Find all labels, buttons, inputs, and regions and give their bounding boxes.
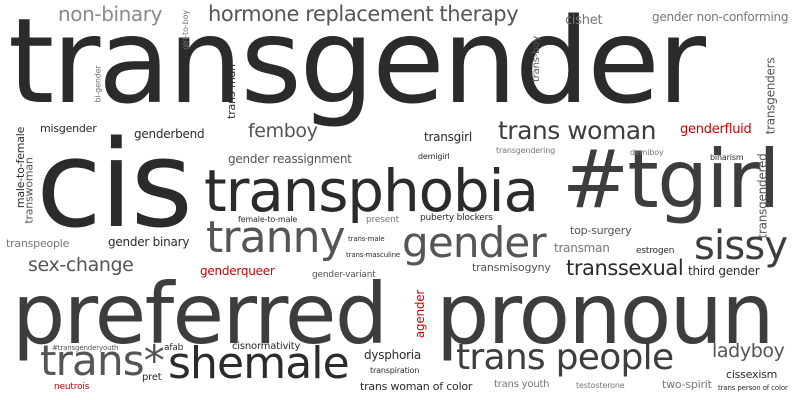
word-trans-male: trans-male: [348, 235, 385, 243]
word-trans-people: trans people: [456, 337, 674, 378]
word-gender-reassignment: gender reassignment: [228, 152, 352, 166]
word-trans-woman-of-color: trans woman of color: [360, 380, 473, 393]
word-girl-to-boy: girl-to-boy: [180, 10, 190, 50]
word-demiboy: demiboy: [630, 148, 664, 157]
word-trans-person-of-color: trans person of color: [718, 384, 788, 392]
word-sex-change: sex-change: [28, 254, 134, 276]
word-puberty-blockers: puberty blockers: [420, 213, 493, 223]
word-pret: pret: [142, 372, 162, 383]
word-tgirl: #tgirl: [562, 133, 781, 226]
word-transgendered: transgendered: [755, 153, 770, 239]
word-hormone-replacement-therapy: hormone replacement therapy: [208, 2, 519, 26]
word-trans-woman: trans woman: [498, 116, 656, 145]
word-gender-variant: gender-variant: [312, 270, 376, 280]
word-cisnormativity: cisnormativity: [232, 341, 301, 352]
word-testosterone: testosterone: [576, 381, 625, 390]
word-neutrois: neutrois: [54, 382, 90, 392]
word-gender-non-conforming: gender non-conforming: [652, 10, 789, 24]
word-cis: cis: [36, 116, 193, 255]
word-transgenders: transgenders: [763, 57, 778, 135]
word-trans-boy: trans-boy: [530, 36, 542, 82]
word-trans-masculine: trans-masculine: [346, 251, 401, 259]
word-trans-man: trans-man: [224, 64, 238, 119]
word-preferred: preferred: [12, 265, 388, 363]
word-dysphoria: dysphoria: [364, 348, 421, 362]
word-gender: gender: [402, 218, 547, 267]
word-afab: afab: [164, 343, 184, 353]
word-female-to-male: female-to-male: [238, 215, 298, 224]
word-demigirl: demigirl: [418, 152, 450, 161]
word-trans-star: trans*: [40, 336, 165, 385]
word-top-surgery: top-surgery: [570, 224, 632, 237]
word-binarism: binarism: [710, 153, 744, 162]
word-estrogen: estrogen: [636, 246, 675, 256]
word-transphobia: transphobia: [204, 157, 539, 225]
word-genderqueer: genderqueer: [200, 264, 275, 278]
word-transmisogyny: transmisogyny: [472, 261, 551, 274]
word-transpeople: transpeople: [6, 237, 70, 250]
word-genderbend: genderbend: [134, 127, 205, 141]
word-agender: agender: [413, 289, 428, 339]
word-sissy: sissy: [694, 223, 788, 269]
word-transgendering: transgendering: [496, 146, 556, 155]
word-ladyboy: ladyboy: [712, 340, 785, 362]
word-tranny: tranny: [206, 212, 346, 263]
word-misgender: misgender: [40, 122, 97, 135]
word-shemale: shemale: [168, 338, 350, 389]
word-transman: transman: [554, 241, 610, 255]
word-transsexual: transsexual: [566, 256, 684, 280]
word-trans-youth: trans youth: [494, 379, 550, 390]
word-transgenderyouth: #transgenderyouth: [52, 344, 119, 352]
word-non-binary: non-binary: [58, 2, 163, 26]
word-transpiration: transpiration: [370, 366, 420, 375]
word-genderfluid: genderfluid: [680, 122, 752, 137]
word-transgender: transgender: [8, 0, 706, 130]
word-femboy: femboy: [248, 120, 318, 142]
word-cissexism: cissexism: [726, 368, 778, 381]
word-present: present: [366, 215, 399, 225]
word-transwoman: transwoman: [22, 157, 36, 224]
word-two-spirit: two-spirit: [662, 378, 712, 391]
word-pronoun: pronoun: [436, 265, 774, 363]
word-bi-gender: bi-gender: [93, 65, 103, 103]
word-transgirl: transgirl: [424, 130, 472, 144]
word-third-gender: third gender: [688, 264, 760, 278]
word-gender-binary: gender binary: [108, 235, 190, 249]
word-cishet: cishet: [565, 13, 603, 28]
